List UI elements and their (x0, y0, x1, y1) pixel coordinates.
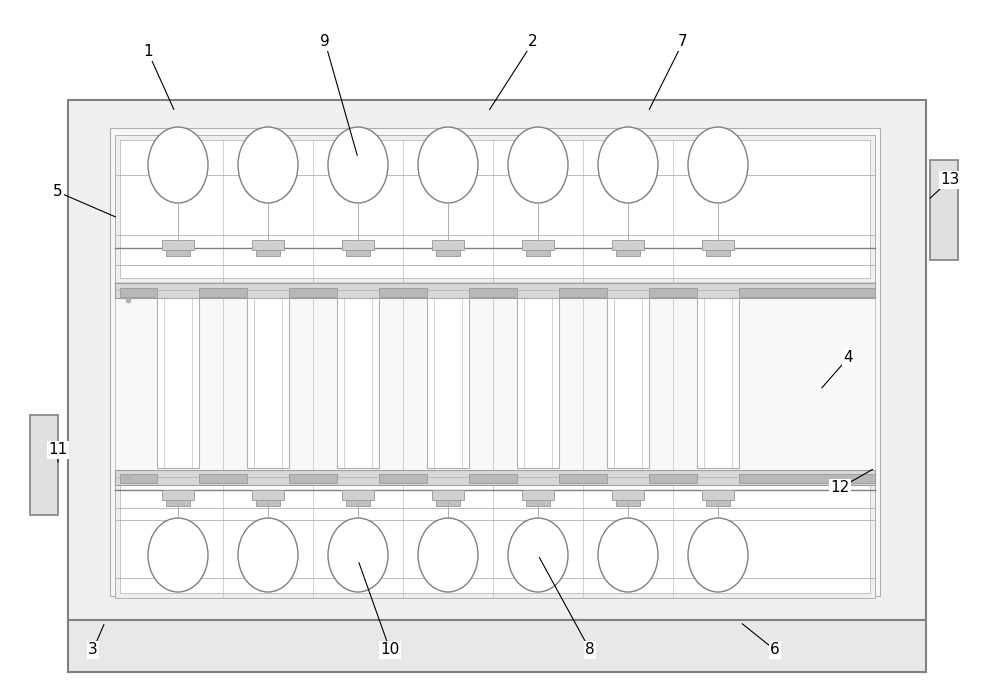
Bar (346, 500, 370, 506)
Bar (256, 500, 280, 506)
Ellipse shape (148, 127, 208, 203)
Bar (247, 298, 289, 468)
Bar (612, 240, 644, 250)
Bar (469, 474, 517, 483)
Ellipse shape (328, 127, 388, 203)
Bar (616, 500, 640, 506)
Bar (526, 250, 550, 256)
Bar (739, 288, 875, 297)
Bar (702, 240, 734, 250)
Bar (649, 288, 697, 297)
Bar (469, 288, 517, 297)
Ellipse shape (508, 518, 568, 592)
Bar (157, 298, 199, 468)
Text: 10: 10 (380, 642, 400, 657)
Bar (115, 283, 875, 298)
Ellipse shape (328, 518, 388, 592)
Bar (612, 490, 644, 500)
Bar (120, 288, 157, 297)
Bar (432, 240, 464, 250)
Bar (522, 490, 554, 500)
Bar (115, 470, 875, 485)
Bar (68, 620, 926, 672)
Bar (256, 250, 280, 256)
Bar (162, 490, 194, 500)
Text: 12: 12 (830, 480, 850, 495)
Ellipse shape (598, 518, 658, 592)
Bar (607, 298, 649, 468)
Bar (252, 240, 284, 250)
Text: 2: 2 (528, 34, 538, 49)
Bar (115, 470, 875, 598)
Text: 6: 6 (770, 642, 780, 657)
Ellipse shape (418, 518, 478, 592)
Text: 5: 5 (53, 185, 63, 200)
Bar (427, 298, 469, 468)
Text: 11: 11 (48, 443, 68, 458)
Bar (199, 288, 247, 297)
Bar (166, 250, 190, 256)
Bar (120, 140, 870, 278)
Text: 13: 13 (940, 172, 960, 187)
Text: 3: 3 (88, 642, 98, 657)
Ellipse shape (238, 127, 298, 203)
Bar (526, 500, 550, 506)
Bar (342, 490, 374, 500)
Bar (522, 240, 554, 250)
Bar (162, 240, 194, 250)
Bar (379, 474, 427, 483)
Text: 4: 4 (843, 350, 853, 365)
Bar (166, 500, 190, 506)
Ellipse shape (508, 127, 568, 203)
Bar (706, 500, 730, 506)
Bar (436, 500, 460, 506)
Bar (702, 490, 734, 500)
Bar (616, 250, 640, 256)
Bar (289, 288, 337, 297)
Bar (706, 250, 730, 256)
Ellipse shape (598, 127, 658, 203)
Bar (559, 288, 607, 297)
Bar (379, 288, 427, 297)
Bar (697, 298, 739, 468)
Ellipse shape (688, 127, 748, 203)
Bar (337, 298, 379, 468)
Bar (739, 474, 875, 483)
Bar (120, 475, 870, 593)
Bar (30, 415, 58, 515)
Text: 1: 1 (143, 44, 153, 60)
Ellipse shape (688, 518, 748, 592)
Ellipse shape (238, 518, 298, 592)
Bar (252, 490, 284, 500)
Ellipse shape (418, 127, 478, 203)
Text: 8: 8 (585, 642, 595, 657)
Bar (342, 240, 374, 250)
Bar (432, 490, 464, 500)
Ellipse shape (148, 518, 208, 592)
Bar (289, 474, 337, 483)
Bar (517, 298, 559, 468)
Bar (199, 474, 247, 483)
Text: 9: 9 (320, 34, 330, 49)
Bar (649, 474, 697, 483)
Bar (110, 128, 880, 596)
Bar (930, 160, 958, 260)
Bar (68, 100, 926, 620)
Bar (115, 135, 875, 283)
Bar (120, 474, 157, 483)
Bar (436, 250, 460, 256)
Text: 7: 7 (678, 34, 688, 49)
Bar (559, 474, 607, 483)
Bar (346, 250, 370, 256)
